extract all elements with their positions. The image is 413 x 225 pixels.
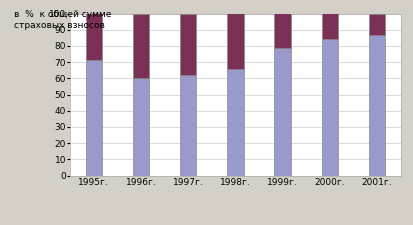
Bar — [227, 14, 244, 69]
Bar — [133, 14, 149, 78]
Bar — [85, 61, 102, 176]
Bar — [369, 35, 385, 176]
Bar — [133, 78, 149, 176]
Bar — [322, 14, 338, 39]
Bar — [274, 47, 291, 176]
Bar — [180, 75, 197, 176]
Bar — [369, 14, 385, 35]
Bar — [322, 39, 338, 176]
Bar — [70, 176, 401, 179]
Bar — [180, 14, 197, 75]
Bar — [274, 14, 291, 47]
Bar — [85, 14, 102, 61]
Bar — [227, 69, 244, 176]
Text: в  %  к общей сумме
страховых взносов: в % к общей сумме страховых взносов — [14, 10, 112, 30]
